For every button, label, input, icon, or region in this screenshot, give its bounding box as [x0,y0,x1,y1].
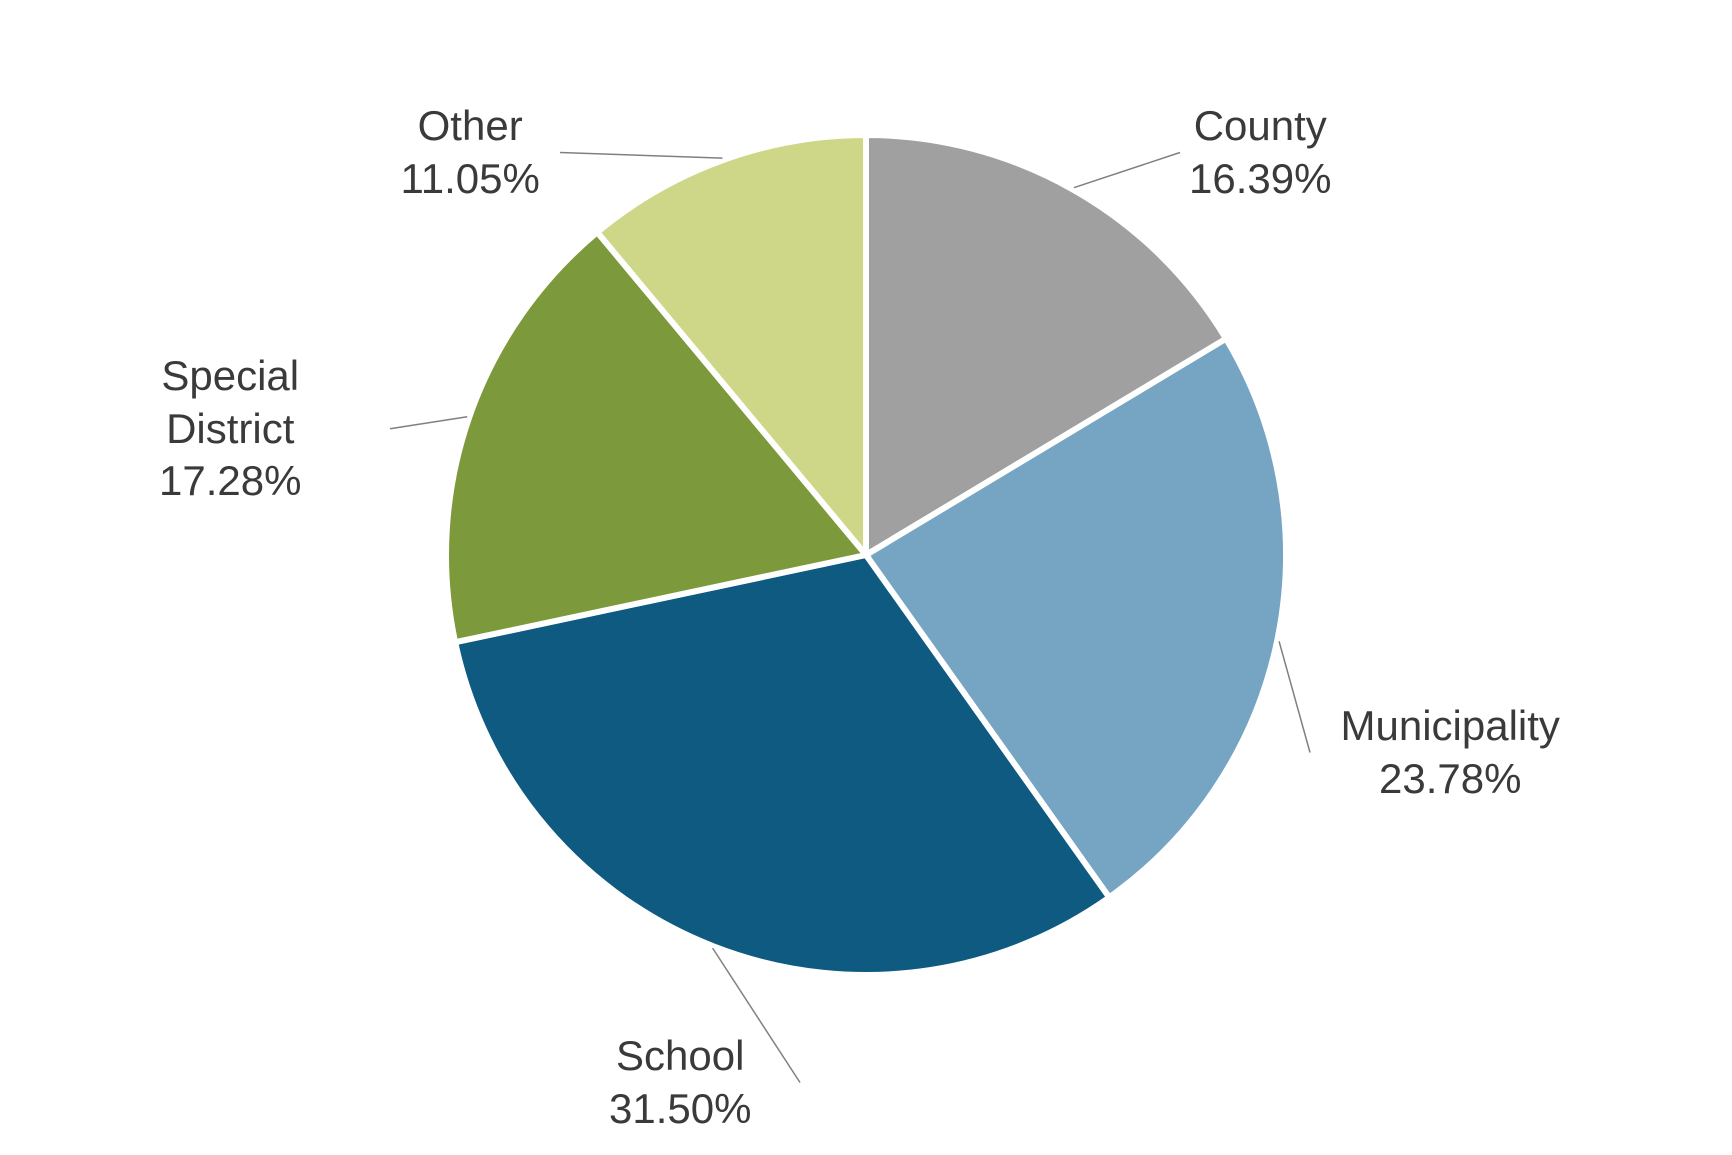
leader-other [560,153,722,159]
label-other-line0: Other [401,100,540,153]
label-county-value: 16.39% [1189,153,1331,206]
label-municipality: Municipality23.78% [1341,700,1560,805]
label-municipality-line0: Municipality [1341,700,1560,753]
label-county: County16.39% [1189,100,1331,205]
label-other: Other11.05% [401,100,540,205]
leader-special [390,417,467,429]
label-other-value: 11.05% [401,153,540,206]
label-school-value: 31.50% [609,1083,751,1136]
label-special-value: 17.28% [159,455,301,508]
label-special: SpecialDistrict17.28% [159,350,301,508]
label-county-line0: County [1189,100,1331,153]
pie-svg [0,0,1732,1155]
label-school: School31.50% [609,1030,751,1135]
pie-chart: County16.39% Municipality23.78% School31.5… [0,0,1732,1155]
label-municipality-value: 23.78% [1341,753,1560,806]
label-school-line0: School [609,1030,751,1083]
leader-municipality [1279,641,1310,752]
leader-county [1074,153,1180,188]
